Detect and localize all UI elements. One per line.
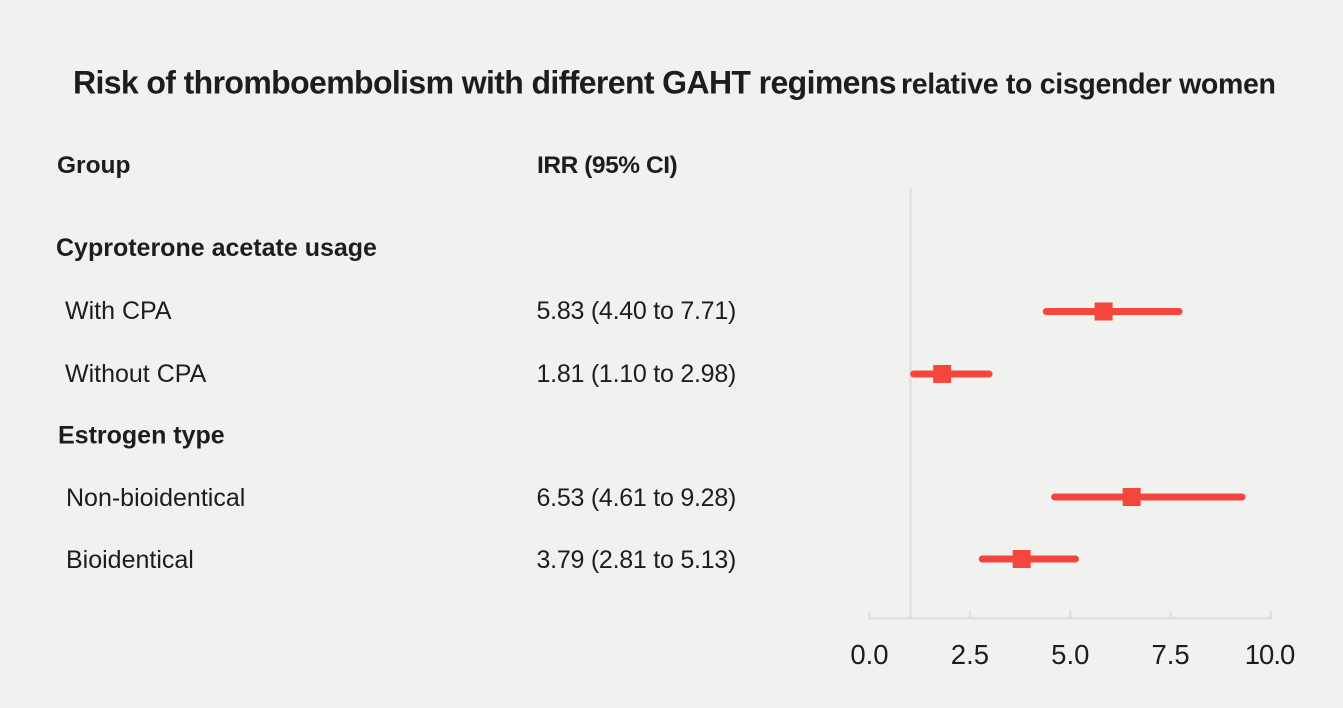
svg-text:3.79 (2.81 to 5.13): 3.79 (2.81 to 5.13) xyxy=(537,546,737,574)
svg-text:10.0: 10.0 xyxy=(1245,639,1295,670)
svg-text:7.5: 7.5 xyxy=(1151,639,1189,670)
svg-text:1.81 (1.10 to 2.98): 1.81 (1.10 to 2.98) xyxy=(537,360,737,388)
svg-text:Cyproterone acetate usage: Cyproterone acetate usage xyxy=(56,234,377,262)
svg-text:Without CPA: Without CPA xyxy=(65,360,207,388)
svg-text:2.5: 2.5 xyxy=(951,639,989,670)
svg-text:relative to cisgender women: relative to cisgender women xyxy=(901,69,1276,101)
svg-text:Bioidentical: Bioidentical xyxy=(66,546,194,574)
svg-text:6.53 (4.61 to 9.28): 6.53 (4.61 to 9.28) xyxy=(537,484,737,512)
svg-text:Non-bioidentical: Non-bioidentical xyxy=(66,484,245,512)
svg-text:5.83 (4.40 to 7.71): 5.83 (4.40 to 7.71) xyxy=(537,297,737,325)
svg-text:With CPA: With CPA xyxy=(65,297,172,325)
svg-text:5.0: 5.0 xyxy=(1051,639,1089,670)
svg-text:0.0: 0.0 xyxy=(850,639,888,670)
svg-text:Estrogen type: Estrogen type xyxy=(58,422,225,450)
svg-text:Group: Group xyxy=(57,152,131,179)
svg-text:IRR (95% CI): IRR (95% CI) xyxy=(537,152,677,179)
svg-text:Risk of thromboembolism with d: Risk of thromboembolism with different G… xyxy=(73,65,896,101)
